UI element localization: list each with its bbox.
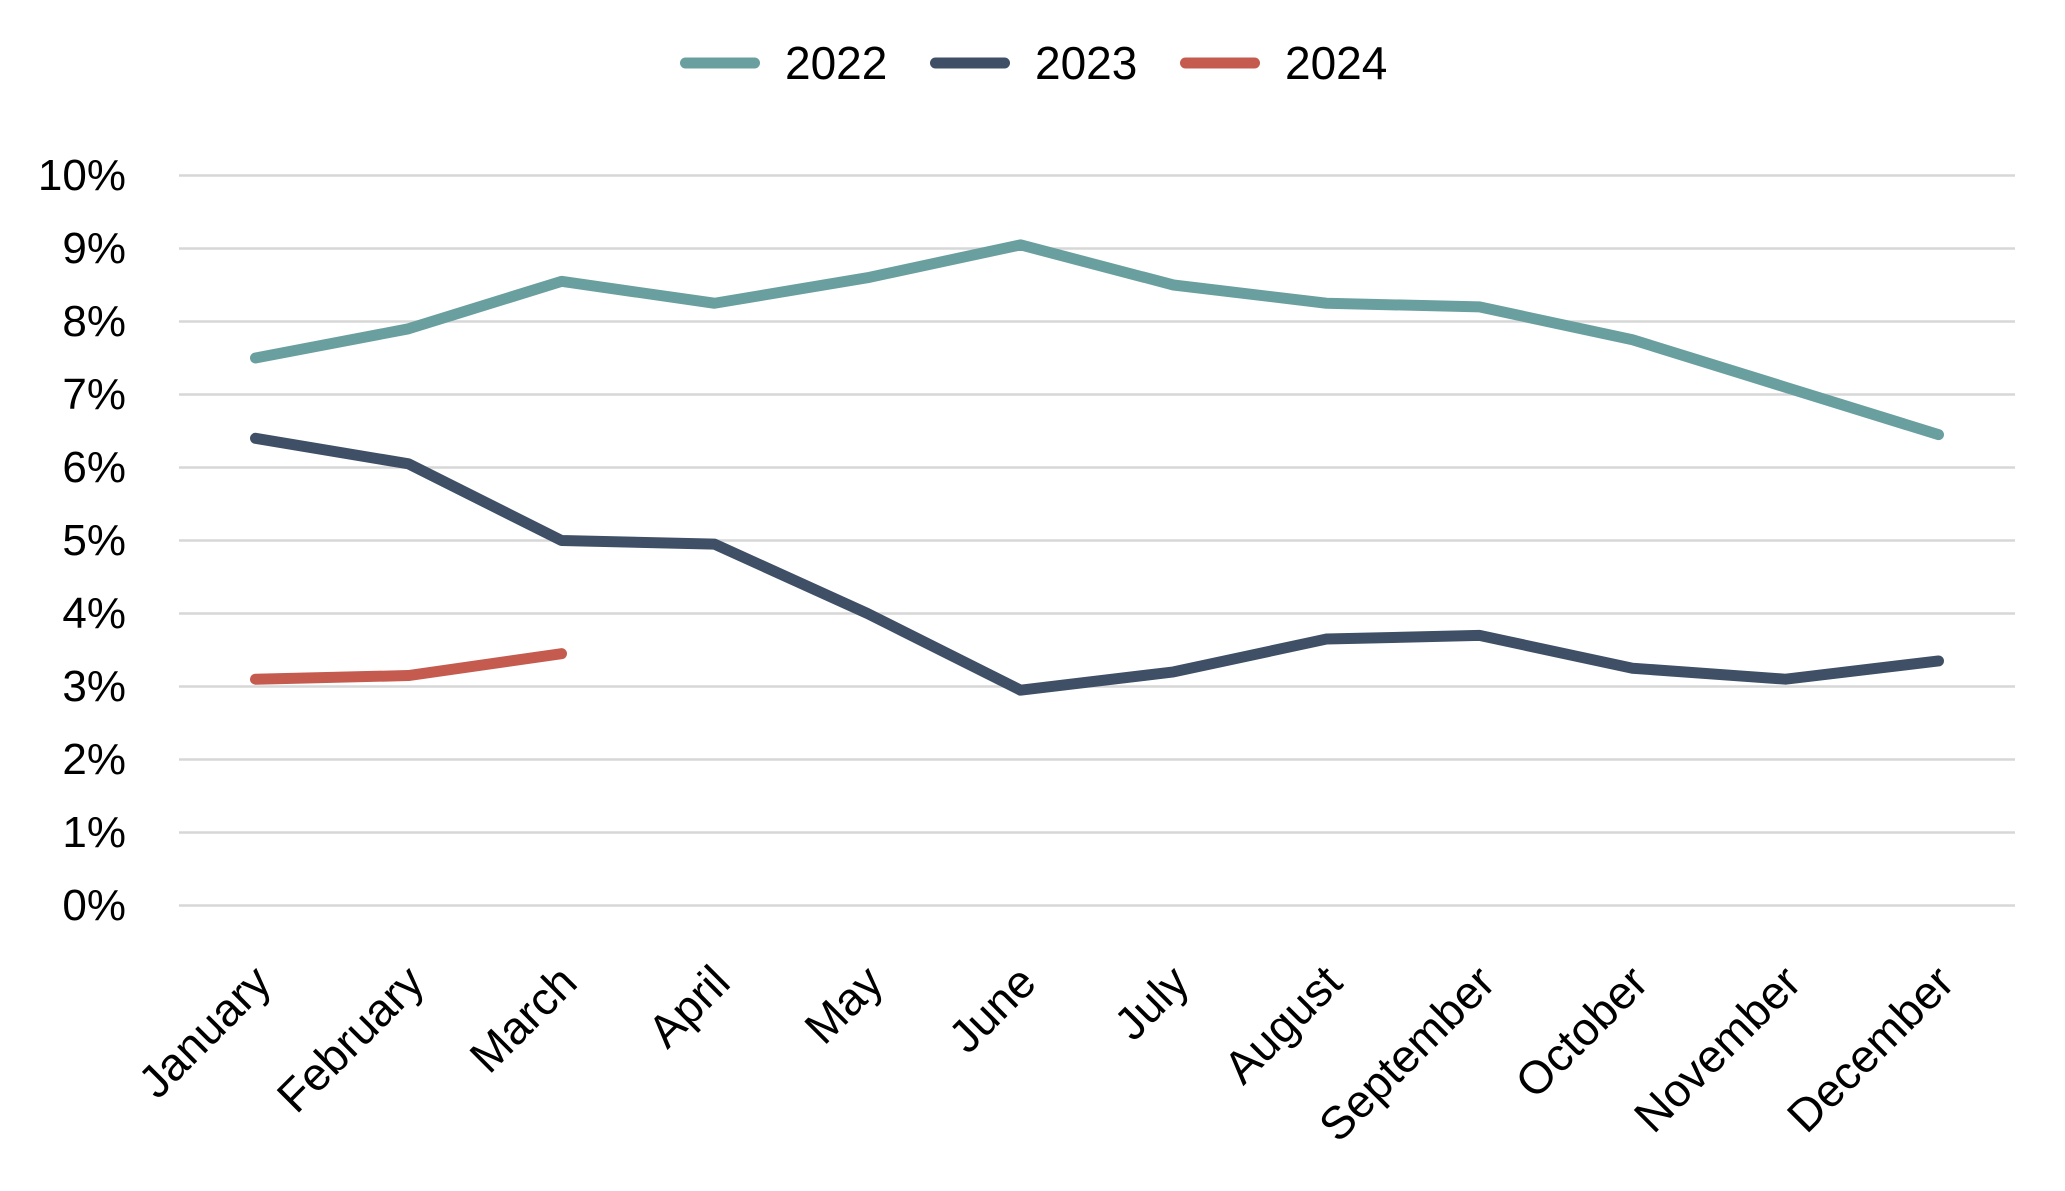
- x-tick-label-december: December: [1777, 955, 1964, 1142]
- x-tick-label-may: May: [794, 955, 892, 1053]
- x-tick-label-july: July: [1104, 955, 1199, 1050]
- x-tick-label-october: October: [1505, 955, 1657, 1107]
- y-tick-label-8: 8%: [62, 297, 126, 346]
- x-tick-label-january: January: [128, 955, 280, 1107]
- legend-swatch-2022: [680, 57, 760, 69]
- legend-label-2024: 2024: [1285, 37, 1387, 89]
- x-tick-label-august: August: [1214, 955, 1352, 1093]
- gridlines: [179, 174, 2015, 907]
- legend-item-2023: 2023: [930, 37, 1137, 89]
- x-tick-label-march: March: [459, 955, 586, 1082]
- x-tick-label-february: February: [267, 955, 434, 1122]
- y-tick-label-0: 0%: [62, 881, 126, 930]
- legend-item-2024: 2024: [1180, 37, 1387, 89]
- legend-swatch-2023: [930, 57, 1010, 69]
- y-tick-label-3: 3%: [62, 662, 126, 711]
- x-tick-label-april: April: [638, 955, 740, 1057]
- series-line-2024: [250, 648, 567, 685]
- series-line-2023: [250, 432, 1944, 696]
- legend-swatch-2024: [1180, 57, 1260, 69]
- y-tick-label-1: 1%: [62, 808, 126, 857]
- y-axis-labels: 0% 1% 2% 3% 4% 5% 6% 7% 8% 9% 10%: [38, 151, 126, 930]
- x-tick-label-november: November: [1624, 955, 1811, 1142]
- y-tick-label-2: 2%: [62, 735, 126, 784]
- y-tick-label-9: 9%: [62, 224, 126, 273]
- x-tick-label-june: June: [938, 955, 1045, 1062]
- y-tick-label-5: 5%: [62, 516, 126, 565]
- y-tick-label-10: 10%: [38, 151, 126, 200]
- series-lines: [250, 239, 1944, 696]
- y-tick-label-4: 4%: [62, 589, 126, 638]
- chart-legend: 2022 2023 2024: [680, 37, 1387, 89]
- legend-label-2023: 2023: [1035, 37, 1137, 89]
- legend-item-2022: 2022: [680, 37, 887, 89]
- series-line-2022: [250, 239, 1944, 441]
- legend-label-2022: 2022: [785, 37, 887, 89]
- y-tick-label-7: 7%: [62, 370, 126, 419]
- y-tick-label-6: 6%: [62, 443, 126, 492]
